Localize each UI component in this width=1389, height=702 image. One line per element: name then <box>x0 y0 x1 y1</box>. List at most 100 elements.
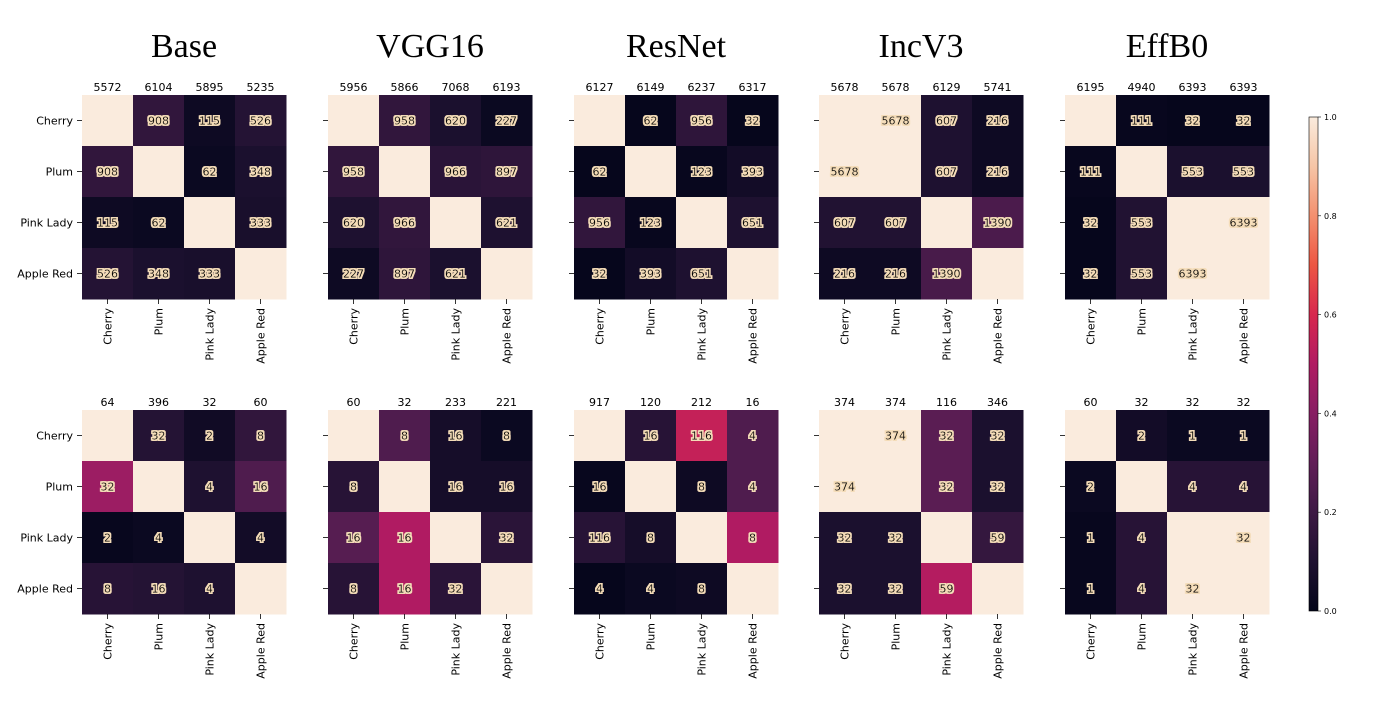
heatmap-cell <box>82 197 134 249</box>
heatmap-cell <box>328 146 380 198</box>
y-tick-label: Plum <box>46 481 73 494</box>
x-tick-label: Cherry <box>839 308 852 345</box>
cell-value-label: 607 <box>936 166 957 179</box>
heatmap-cell <box>481 197 533 249</box>
cell-value-label: 1 <box>1087 583 1094 596</box>
heatmap-cell <box>1065 197 1117 249</box>
heatmap-cell <box>819 512 871 564</box>
cell-value-label: 956 <box>589 217 610 230</box>
cell-value-label: 32 <box>889 583 903 596</box>
heatmap-cell <box>1218 410 1270 462</box>
heatmap-cell <box>870 197 922 249</box>
heatmap-cell <box>133 95 185 147</box>
heatmap-cell <box>133 197 185 249</box>
heatmap-cell <box>819 248 871 300</box>
heatmap-cell <box>1218 197 1270 249</box>
cell-value-label: 4 <box>1138 532 1145 545</box>
heatmap-cell <box>625 197 677 249</box>
heatmap-cell <box>1065 461 1117 513</box>
cell-value-label: 621 <box>496 217 517 230</box>
column-count-label: 6393 <box>1179 81 1207 94</box>
cell-value-label: 59 <box>991 532 1005 545</box>
heatmap-cell <box>184 248 236 300</box>
heatmap-cell <box>379 461 431 513</box>
heatmap-cell <box>625 512 677 564</box>
heatmap-cell <box>819 461 871 513</box>
heatmap-cell <box>1116 410 1168 462</box>
heatmap-cell <box>328 248 380 300</box>
heatmap-cell <box>184 146 236 198</box>
heatmap-cell <box>133 461 185 513</box>
cell-value-label: 393 <box>742 166 763 179</box>
cell-value-label: 374 <box>885 430 906 443</box>
heatmap-cell <box>574 146 626 198</box>
heatmap-cell <box>235 461 287 513</box>
cell-value-label: 4 <box>1189 481 1196 494</box>
heatmap-cell <box>481 95 533 147</box>
column-count-label: 5895 <box>196 81 224 94</box>
heatmap-cell <box>133 563 185 615</box>
cell-value-label: 607 <box>834 217 855 230</box>
colorbar-tick-label: 0.0 <box>1324 607 1337 616</box>
heatmap-vgg16-row2: 8 16 8 8 16 16 16 16 32 8 16 32 60 32 233 221 Cherry Plum… <box>323 396 533 679</box>
heatmap-cell <box>1116 563 1168 615</box>
x-tick-label: Cherry <box>348 623 361 660</box>
cell-value-label: 1390 <box>984 217 1012 230</box>
heatmap-cell <box>727 410 779 462</box>
heatmap-cell <box>430 563 482 615</box>
column-count-label: 233 <box>445 396 466 409</box>
cell-value-label: 32 <box>991 481 1005 494</box>
y-tick-label: Cherry <box>36 430 73 443</box>
colorbar-tick-label: 0.4 <box>1324 409 1337 418</box>
panel-title-vgg16: VGG16 <box>376 28 484 65</box>
heatmap-cell <box>430 197 482 249</box>
heatmap-cell <box>1116 146 1168 198</box>
heatmap-cell <box>921 410 973 462</box>
x-tick-label: Pink Lady <box>204 308 217 361</box>
cell-value-label: 32 <box>1084 217 1098 230</box>
cell-value-label: 216 <box>834 268 855 281</box>
column-count-label: 32 <box>1135 396 1149 409</box>
x-tick-label: Apple Red <box>255 308 268 364</box>
y-tick-label: Plum <box>46 166 73 179</box>
heatmap-cell <box>430 410 482 462</box>
cell-value-label: 621 <box>445 268 466 281</box>
colorbar-tick-label: 1.0 <box>1324 113 1337 122</box>
heatmap-cell <box>328 410 380 462</box>
heatmap-cell <box>625 410 677 462</box>
heatmap-cell <box>328 563 380 615</box>
column-count-label: 6129 <box>933 81 961 94</box>
cell-value-label: 956 <box>691 115 712 128</box>
heatmap-cell <box>184 563 236 615</box>
cell-value-label: 4 <box>647 583 654 596</box>
cell-value-label: 966 <box>445 166 466 179</box>
heatmap-cell <box>1218 146 1270 198</box>
x-tick-label: Pink Lady <box>1187 308 1200 361</box>
x-tick-label: Apple Red <box>747 308 760 364</box>
heatmap-cell <box>1218 95 1270 147</box>
cell-value-label: 62 <box>593 166 607 179</box>
column-count-label: 32 <box>1237 396 1251 409</box>
cell-value-label: 115 <box>199 115 220 128</box>
heatmap-incv3-row2: 374 32 32 374 32 32 32 32 59 32 32 59 374 374 116 346 Ch… <box>814 396 1024 679</box>
heatmap-cell <box>82 95 134 147</box>
heatmap-cell <box>1065 512 1117 564</box>
heatmap-cell <box>870 146 922 198</box>
heatmap-cell <box>921 95 973 147</box>
heatmap-cell <box>574 197 626 249</box>
cell-value-label: 216 <box>885 268 906 281</box>
heatmap-cell <box>870 248 922 300</box>
cell-value-label: 526 <box>250 115 271 128</box>
x-tick-label: Apple Red <box>747 623 760 679</box>
x-tick-label: Plum <box>153 308 166 335</box>
heatmap-cell <box>481 563 533 615</box>
heatmap-cell <box>972 461 1024 513</box>
cell-value-label: 32 <box>1237 115 1251 128</box>
heatmap-cell <box>379 95 431 147</box>
heatmap-resnet-row1: 62 956 32 62 123 393 956 123 651 32 393 651 6127 6149… <box>569 81 779 364</box>
column-count-label: 5572 <box>94 81 122 94</box>
cell-value-label: 1390 <box>933 268 961 281</box>
cell-value-label: 526 <box>97 268 118 281</box>
heatmap-cell <box>819 197 871 249</box>
